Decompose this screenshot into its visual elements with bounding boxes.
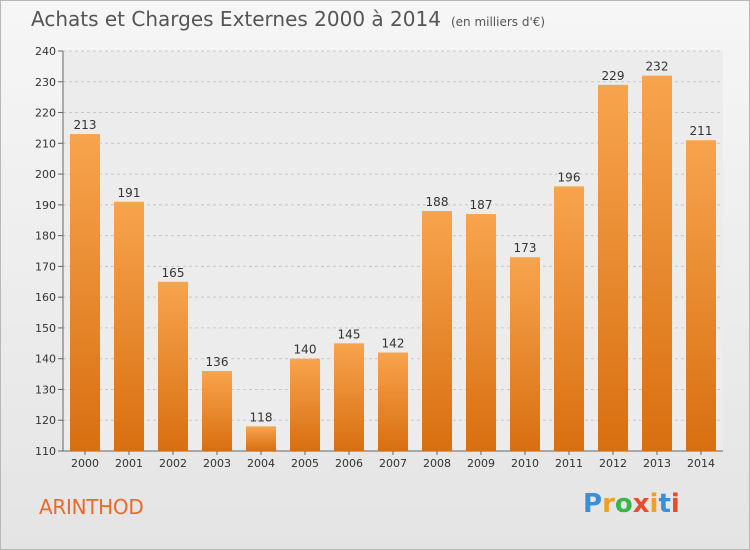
chart-title-text: Achats et Charges Externes 2000 à 2014 <box>31 7 441 31</box>
y-tick-label: 170 <box>35 260 56 273</box>
y-tick-label: 220 <box>35 107 56 120</box>
x-tick-label: 2009 <box>467 457 495 470</box>
bar-value-label: 173 <box>514 241 537 255</box>
bar <box>598 84 628 451</box>
bar-chart: 110 120 130 140 150 160 170 180 190 200 210 220 230 2… <box>35 45 723 470</box>
chart-title: Achats et Charges Externes 2000 à 2014 (e… <box>31 7 545 31</box>
bar-value-label: 188 <box>426 195 449 209</box>
bar <box>378 352 408 451</box>
x-tick-label: 2003 <box>203 457 231 470</box>
x-tick-label: 2011 <box>555 457 583 470</box>
logo-letter: i <box>670 489 680 519</box>
proxiti-logo: Proxiti <box>583 489 680 519</box>
logo-letter: r <box>602 489 615 519</box>
x-tick-label: 2014 <box>687 457 715 470</box>
y-tick-label: 140 <box>35 353 56 366</box>
bar-value-label: 165 <box>162 266 185 280</box>
bar-value-label: 118 <box>250 410 273 424</box>
bar <box>290 358 320 451</box>
y-tick-label: 210 <box>35 137 56 150</box>
x-tick-label: 2000 <box>71 457 99 470</box>
logo-letter: P <box>583 489 603 519</box>
bar-value-label: 142 <box>382 337 405 351</box>
logo-letter: o <box>614 489 633 519</box>
x-tick-label: 2012 <box>599 457 627 470</box>
bar <box>642 75 672 451</box>
bar-value-label: 211 <box>690 124 713 138</box>
bar <box>114 201 144 451</box>
logo-letter: t <box>658 489 671 519</box>
bar <box>466 214 496 451</box>
y-tick-label: 180 <box>35 230 56 243</box>
y-tick-label: 240 <box>35 45 56 58</box>
x-tick-label: 2010 <box>511 457 539 470</box>
x-tick-label: 2005 <box>291 457 319 470</box>
y-tick-label: 150 <box>35 322 56 335</box>
x-tick-label: 2002 <box>159 457 187 470</box>
bar-value-label: 136 <box>206 355 229 369</box>
bar <box>246 426 276 451</box>
bar-value-label: 191 <box>118 186 141 200</box>
bar <box>510 257 540 451</box>
chart-unit: (en milliers d'€) <box>450 15 546 29</box>
bar-value-label: 213 <box>74 118 97 132</box>
bar-value-label: 145 <box>338 327 361 341</box>
x-tick-label: 2006 <box>335 457 363 470</box>
bar <box>158 281 188 451</box>
x-tick-label: 2004 <box>247 457 275 470</box>
bar <box>202 371 232 451</box>
bar-value-label: 140 <box>294 343 317 357</box>
x-tick-label: 2008 <box>423 457 451 470</box>
bar-value-label: 232 <box>646 60 669 74</box>
x-tick-label: 2007 <box>379 457 407 470</box>
y-tick-label: 230 <box>35 76 56 89</box>
bar-value-label: 229 <box>602 69 625 83</box>
x-tick-label: 2013 <box>643 457 671 470</box>
y-tick-label: 190 <box>35 199 56 212</box>
logo-letter: i <box>649 489 659 519</box>
y-tick-label: 200 <box>35 168 56 181</box>
bar <box>686 140 716 451</box>
bar <box>554 186 584 451</box>
logo-letter: x <box>632 489 650 519</box>
y-tick-label: 160 <box>35 291 56 304</box>
bar <box>70 134 100 452</box>
bar <box>334 343 364 451</box>
y-tick-label: 130 <box>35 383 56 396</box>
y-tick-label: 110 <box>35 445 56 458</box>
bar <box>422 211 452 451</box>
y-tick-label: 120 <box>35 414 56 427</box>
place-name: ARINTHOD <box>39 495 144 519</box>
bar-value-label: 187 <box>470 198 493 212</box>
bar-value-label: 196 <box>558 170 581 184</box>
x-tick-label: 2001 <box>115 457 143 470</box>
